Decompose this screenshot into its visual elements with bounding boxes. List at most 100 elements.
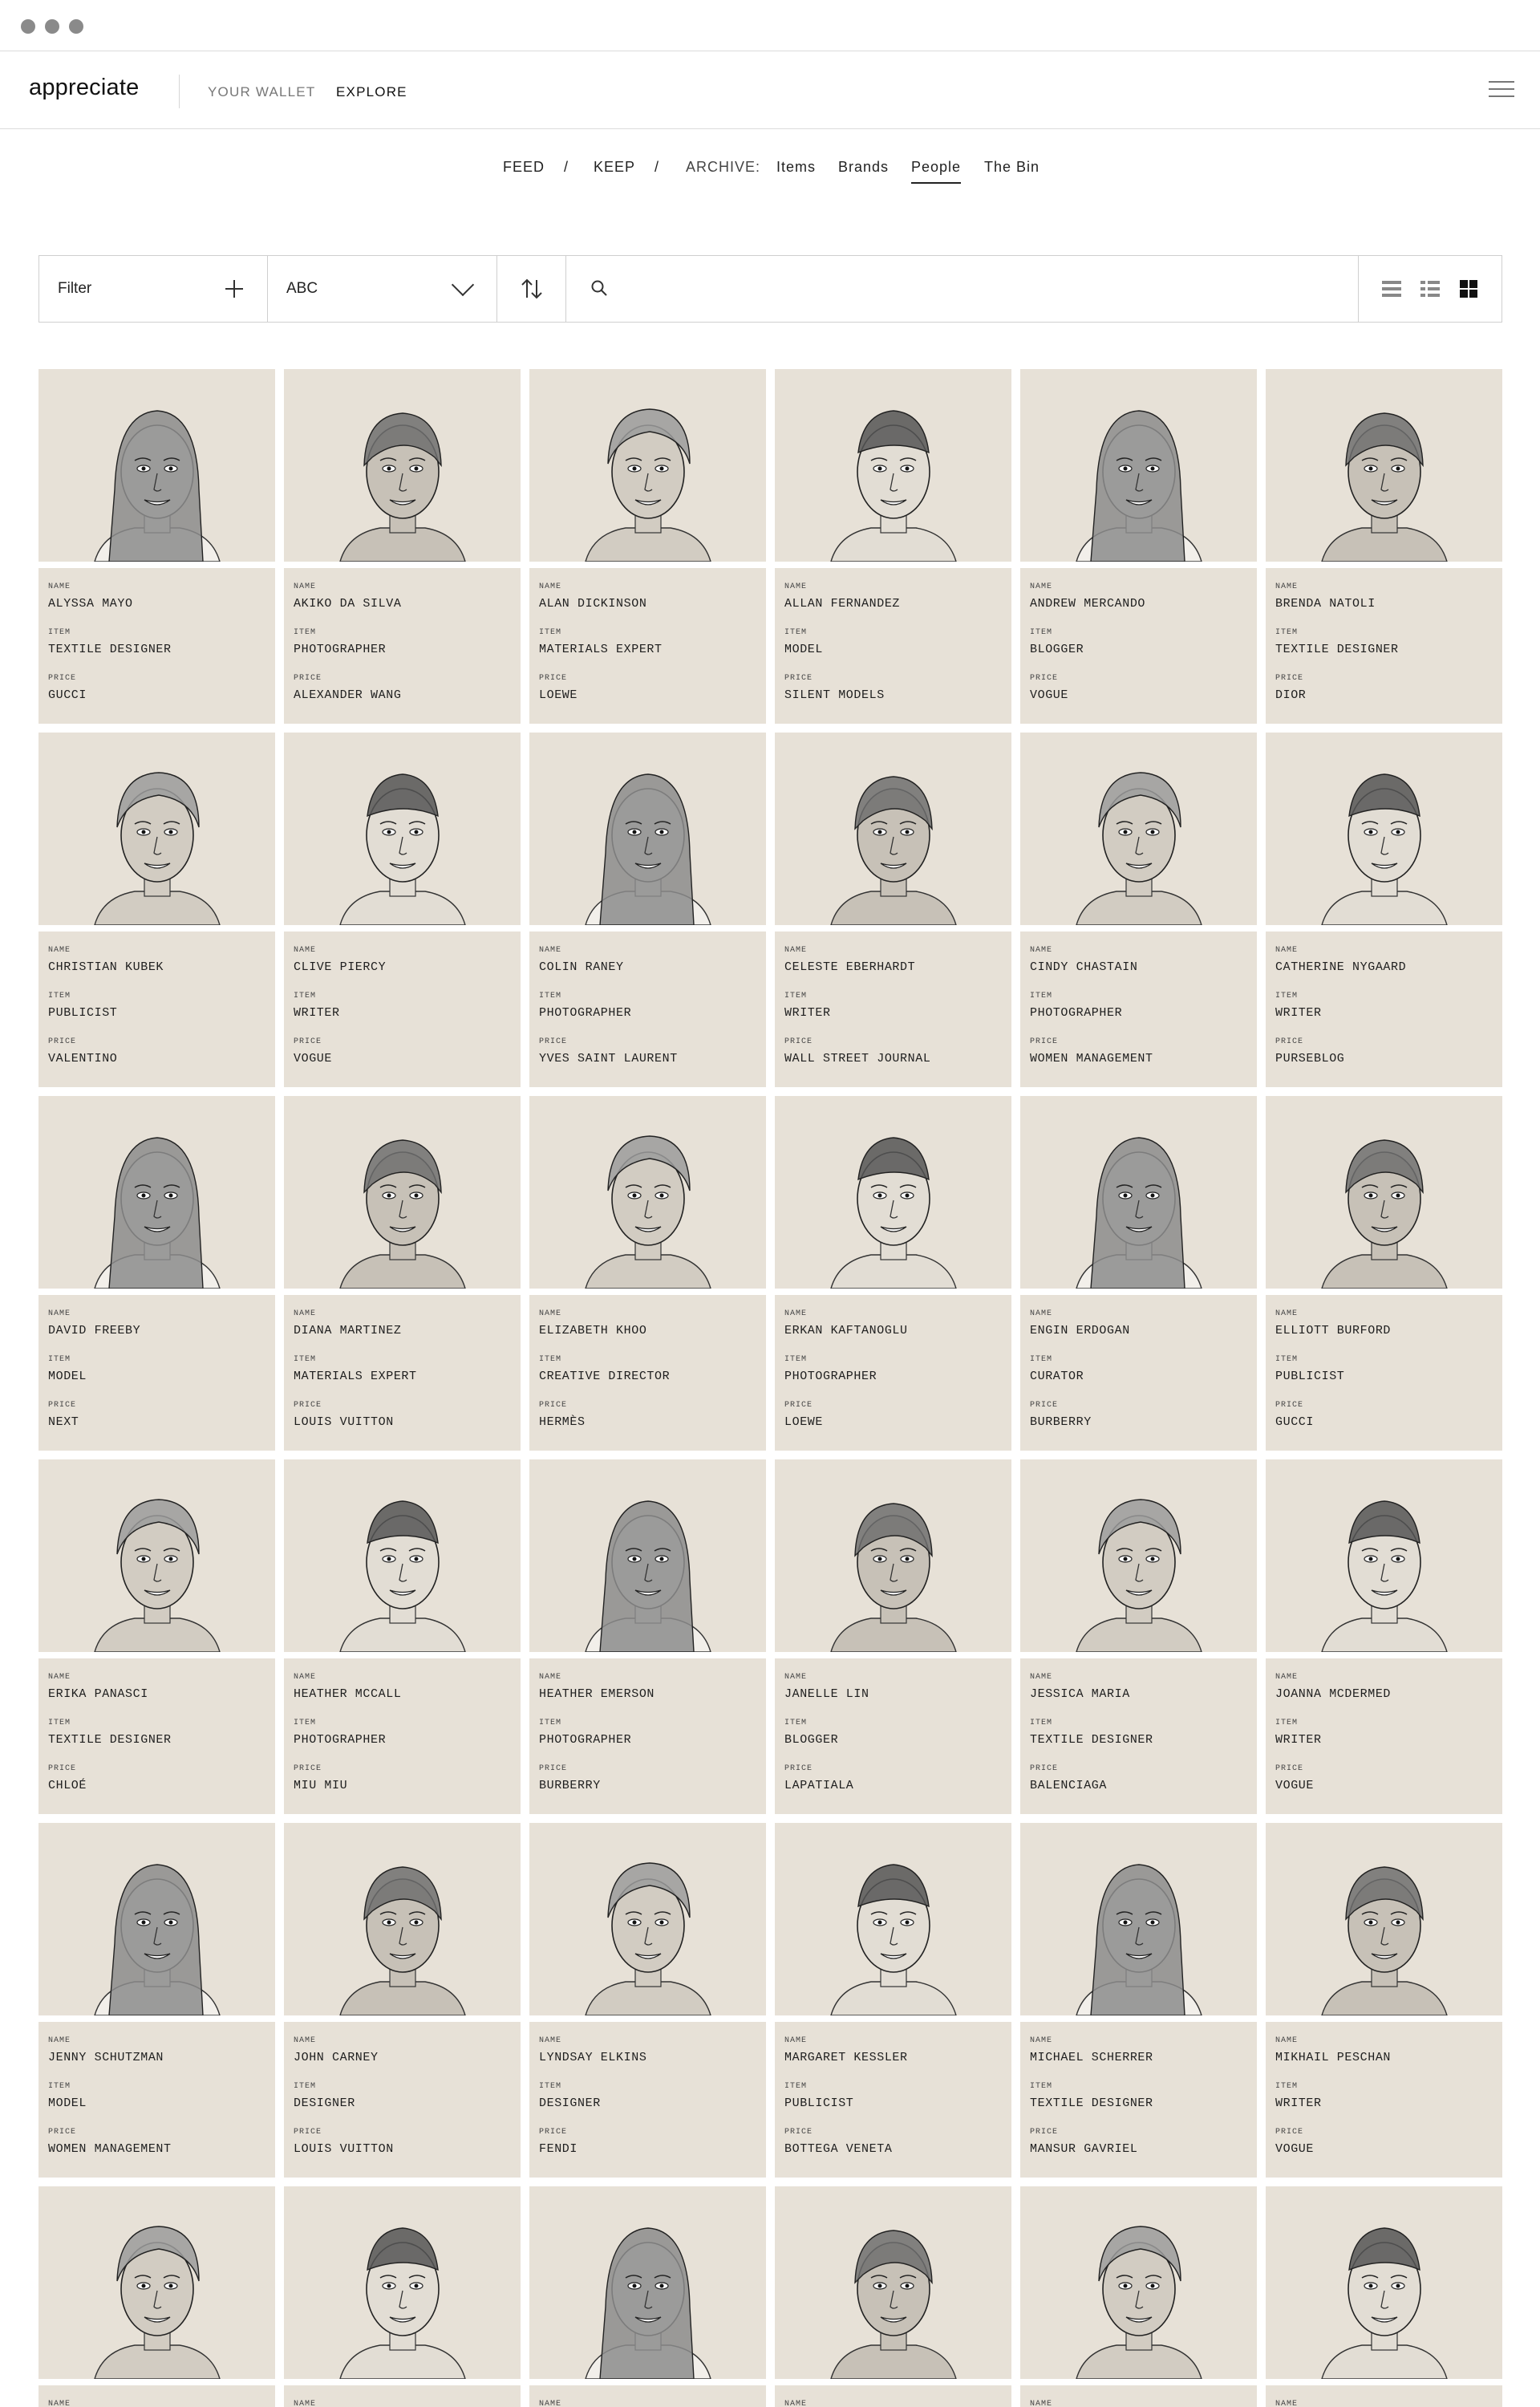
item-label: ITEM (784, 992, 808, 1001)
portrait-image (529, 1459, 766, 1652)
person-card[interactable]: NAME JESSICA MARIA ITEM TEXTILE DESIGNER… (1020, 1459, 1257, 1814)
portrait-sketch (339, 412, 466, 562)
subnav-brands[interactable]: Brands (838, 159, 890, 175)
subnav-feed[interactable]: FEED (503, 159, 545, 175)
person-card[interactable]: NAME ITEM PRICE (529, 2186, 766, 2407)
subnav-people[interactable]: People (911, 159, 962, 184)
portrait-image (1020, 1823, 1257, 2015)
person-name: ERKAN KAFTANOGLU (784, 1324, 908, 1337)
person-card[interactable]: NAME COLIN RANEY ITEM PHOTOGRAPHER PRICE… (529, 733, 766, 1087)
person-card[interactable]: NAME ITEM PRICE (284, 2186, 521, 2407)
filter-button[interactable]: Filter (39, 256, 268, 322)
person-card[interactable]: NAME ERKAN KAFTANOGLU ITEM PHOTOGRAPHER … (775, 1096, 1011, 1451)
portrait-image (1266, 733, 1502, 925)
person-card[interactable]: NAME ANDREW MERCANDO ITEM BLOGGER PRICE … (1020, 369, 1257, 724)
person-card[interactable]: NAME ALLAN FERNANDEZ ITEM MODEL PRICE SI… (775, 369, 1011, 724)
compact-list-view-icon[interactable] (1419, 278, 1441, 300)
person-card[interactable]: NAME MICHAEL SCHERRER ITEM TEXTILE DESIG… (1020, 1823, 1257, 2178)
window-close-dot[interactable] (21, 19, 35, 34)
subnav-the-bin[interactable]: The Bin (984, 159, 1040, 175)
person-card[interactable]: NAME ELIZABETH KHOO ITEM CREATIVE DIRECT… (529, 1096, 766, 1451)
name-label: NAME (539, 2036, 562, 2045)
name-label: NAME (294, 946, 317, 955)
person-card[interactable]: NAME ITEM PRICE (1020, 2186, 1257, 2407)
price-label: PRICE (48, 2128, 77, 2137)
portrait-image (1020, 1096, 1257, 1289)
person-name: HEATHER EMERSON (539, 1687, 655, 1701)
price-label: PRICE (1030, 1037, 1059, 1046)
person-card[interactable]: NAME ERIKA PANASCI ITEM TEXTILE DESIGNER… (38, 1459, 275, 1814)
window-minimize-dot[interactable] (45, 19, 59, 34)
person-card[interactable]: NAME ALYSSA MAYO ITEM TEXTILE DESIGNER P… (38, 369, 275, 724)
person-card[interactable]: NAME BRENDA NATOLI ITEM TEXTILE DESIGNER… (1266, 369, 1502, 724)
person-card[interactable]: NAME HEATHER EMERSON ITEM PHOTOGRAPHER P… (529, 1459, 766, 1814)
person-name: COLIN RANEY (539, 960, 624, 974)
sort-select[interactable]: ABC (268, 256, 497, 322)
search-icon (591, 280, 607, 296)
person-card[interactable]: NAME MARGARET KESSLER ITEM PUBLICIST PRI… (775, 1823, 1011, 2178)
person-info: NAME ELLIOTT BURFORD ITEM PUBLICIST PRIC… (1266, 1295, 1502, 1451)
person-info: NAME ITEM PRICE (284, 2385, 521, 2407)
person-card[interactable]: NAME JANELLE LIN ITEM BLOGGER PRICE LAPA… (775, 1459, 1011, 1814)
item-label: ITEM (294, 1719, 317, 1727)
person-card[interactable]: NAME CINDY CHASTAIN ITEM PHOTOGRAPHER PR… (1020, 733, 1257, 1087)
person-card[interactable]: NAME ITEM PRICE (1266, 2186, 1502, 2407)
person-card[interactable]: NAME CHRISTIAN KUBEK ITEM PUBLICIST PRIC… (38, 733, 275, 1087)
person-card[interactable]: NAME ITEM PRICE (775, 2186, 1011, 2407)
item-label: ITEM (1030, 1719, 1053, 1727)
person-price: GUCCI (1275, 1415, 1315, 1429)
person-card[interactable]: NAME JOHN CARNEY ITEM DESIGNER PRICE LOU… (284, 1823, 521, 2178)
portrait-image (775, 2186, 1011, 2379)
person-card[interactable]: NAME CLIVE PIERCY ITEM WRITER PRICE VOGU… (284, 733, 521, 1087)
search-field[interactable] (566, 256, 1359, 322)
person-card[interactable]: NAME JOANNA MCDERMED ITEM WRITER PRICE V… (1266, 1459, 1502, 1814)
portrait-sketch (585, 408, 711, 562)
menu-icon[interactable] (1489, 81, 1514, 100)
person-name: DIANA MARTINEZ (294, 1324, 402, 1337)
person-card[interactable]: NAME DIANA MARTINEZ ITEM MATERIALS EXPER… (284, 1096, 521, 1451)
person-card[interactable]: NAME HEATHER MCCALL ITEM PHOTOGRAPHER PR… (284, 1459, 521, 1814)
person-card[interactable]: NAME CELESTE EBERHARDT ITEM WRITER PRICE… (775, 733, 1011, 1087)
item-label: ITEM (294, 2082, 317, 2091)
portrait-image (529, 1823, 766, 2015)
name-label: NAME (784, 1309, 808, 1318)
person-card[interactable]: NAME ELLIOTT BURFORD ITEM PUBLICIST PRIC… (1266, 1096, 1502, 1451)
person-card[interactable]: NAME ENGIN ERDOGAN ITEM CURATOR PRICE BU… (1020, 1096, 1257, 1451)
person-price: GUCCI (48, 688, 87, 702)
item-label: ITEM (48, 2082, 71, 2091)
person-card[interactable]: NAME ALAN DICKINSON ITEM MATERIALS EXPER… (529, 369, 766, 724)
person-info: NAME ITEM PRICE (1020, 2385, 1257, 2407)
window-maximize-dot[interactable] (69, 19, 83, 34)
portrait-sketch (830, 410, 957, 562)
person-card[interactable]: NAME LYNDSAY ELKINS ITEM DESIGNER PRICE … (529, 1823, 766, 2178)
person-card[interactable]: NAME DAVID FREEBY ITEM MODEL PRICE NEXT (38, 1096, 275, 1451)
person-info: NAME JESSICA MARIA ITEM TEXTILE DESIGNER… (1020, 1658, 1257, 1814)
item-label: ITEM (48, 1355, 71, 1364)
person-info: NAME MIKHAIL PESCHAN ITEM WRITER PRICE V… (1266, 2022, 1502, 2178)
portrait-image (1266, 369, 1502, 562)
person-item: CREATIVE DIRECTOR (539, 1370, 671, 1383)
nav-link-your-wallet[interactable]: YOUR WALLET (208, 84, 316, 99)
app-logo[interactable]: appreciate (29, 75, 140, 100)
list-view-icon[interactable] (1380, 278, 1403, 300)
person-price: VOGUE (1275, 1779, 1315, 1792)
person-info: NAME JENNY SCHUTZMAN ITEM MODEL PRICE WO… (38, 2022, 275, 2178)
grid-view-icon[interactable] (1457, 278, 1480, 300)
person-card[interactable]: NAME MIKHAIL PESCHAN ITEM WRITER PRICE V… (1266, 1823, 1502, 2178)
nav-link-explore[interactable]: EXPLORE (336, 84, 407, 99)
portrait-image (529, 2186, 766, 2379)
person-card[interactable]: NAME CATHERINE NYGAARD ITEM WRITER PRICE… (1266, 733, 1502, 1087)
person-card[interactable]: NAME AKIKO DA SILVA ITEM PHOTOGRAPHER PR… (284, 369, 521, 724)
portrait-sketch (1321, 2227, 1448, 2379)
name-label: NAME (1030, 1673, 1053, 1682)
name-label: NAME (294, 1673, 317, 1682)
view-switcher (1359, 256, 1502, 322)
person-name: MIKHAIL PESCHAN (1275, 2051, 1392, 2064)
person-card[interactable]: NAME ITEM PRICE (38, 2186, 275, 2407)
portrait-image (1266, 1096, 1502, 1289)
person-price: MANSUR GAVRIEL (1030, 2142, 1138, 2156)
person-card[interactable]: NAME JENNY SCHUTZMAN ITEM MODEL PRICE WO… (38, 1823, 275, 2178)
sort-direction-button[interactable] (497, 256, 566, 322)
subnav-keep[interactable]: KEEP (594, 159, 636, 175)
subnav-items[interactable]: Items (776, 159, 817, 175)
